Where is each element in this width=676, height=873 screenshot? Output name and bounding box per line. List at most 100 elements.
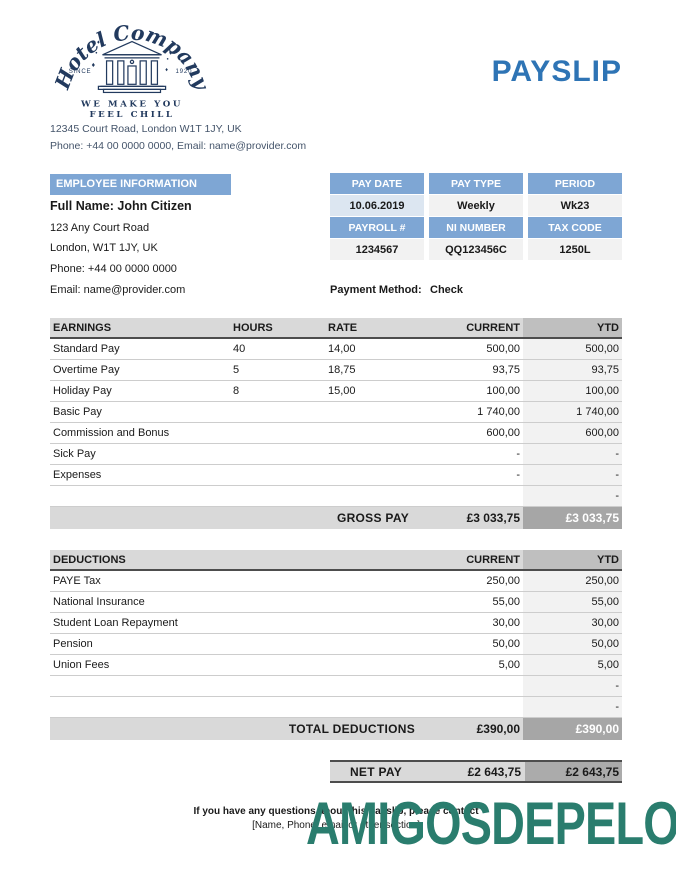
ytd-col-header: YTD bbox=[523, 550, 622, 569]
deductions-header-row: DEDUCTIONS CURRENT YTD bbox=[50, 550, 622, 571]
earning-hours bbox=[230, 423, 325, 443]
pay-details-grid: PAY DATE PAY TYPE PERIOD 10.06.2019 Week… bbox=[330, 173, 622, 260]
deduction-label bbox=[50, 676, 423, 696]
deduction-label: National Insurance bbox=[53, 596, 145, 608]
deduction-ytd: 5,00 bbox=[523, 655, 622, 675]
earning-ytd: - bbox=[523, 465, 622, 485]
current-col-header: CURRENT bbox=[466, 553, 520, 566]
payment-method-value: Check bbox=[430, 284, 464, 296]
ni-number-value: QQ123456C bbox=[429, 239, 523, 260]
earning-label: Expenses bbox=[53, 469, 102, 481]
site-watermark: AMIGOSDEPELOTAS.COM bbox=[306, 794, 676, 854]
gross-pay-label: GROSS PAY bbox=[336, 511, 409, 525]
employee-address-line2: London, W1T 1JY, UK bbox=[50, 242, 158, 254]
net-pay-ytd: £2 643,75 bbox=[525, 762, 622, 781]
earning-ytd: - bbox=[523, 486, 622, 506]
current-col-header: CURRENT bbox=[466, 321, 520, 334]
earning-label: Holiday Pay bbox=[53, 385, 112, 397]
deduction-ytd: - bbox=[523, 676, 622, 696]
earning-hours: 8 bbox=[233, 385, 240, 397]
logo-tagline-line2: FEEL CHILL bbox=[89, 110, 174, 120]
hours-col-header: HOURS bbox=[233, 321, 273, 334]
earning-hours: 40 bbox=[233, 343, 246, 355]
earning-hours bbox=[230, 465, 325, 485]
deduction-row: Pension 50,00 50,00 bbox=[50, 634, 622, 655]
earning-hours: 5 bbox=[233, 364, 240, 376]
deduction-ytd: - bbox=[523, 697, 622, 717]
period-header: PERIOD bbox=[528, 173, 622, 194]
earning-hours bbox=[230, 402, 325, 422]
deduction-label: Union Fees bbox=[53, 659, 110, 671]
watermark-main-text: AMIGOSDEPELOTAS bbox=[306, 790, 676, 857]
earning-rate bbox=[325, 402, 417, 422]
earning-current: - bbox=[516, 469, 520, 481]
ni-number-header: NI NUMBER bbox=[429, 217, 523, 238]
pay-date-value: 10.06.2019 bbox=[330, 195, 424, 216]
net-pay-row: NET PAY £2 643,75 £2 643,75 bbox=[330, 760, 622, 783]
earning-rate bbox=[325, 444, 417, 464]
pay-date-header: PAY DATE bbox=[330, 173, 424, 194]
deduction-label: Pension bbox=[53, 638, 93, 650]
earning-label: Basic Pay bbox=[53, 406, 102, 418]
earning-label: Standard Pay bbox=[53, 343, 120, 355]
earning-rate bbox=[325, 486, 417, 506]
deduction-current bbox=[423, 676, 523, 696]
deduction-current: 250,00 bbox=[486, 575, 520, 587]
gross-pay-row: GROSS PAY £3 033,75 £3 033,75 bbox=[50, 507, 622, 529]
earning-current: 1 740,00 bbox=[477, 406, 520, 418]
deduction-row: National Insurance 55,00 55,00 bbox=[50, 592, 622, 613]
total-deductions-ytd: £390,00 bbox=[523, 718, 622, 740]
total-deductions-current: £390,00 bbox=[476, 722, 520, 736]
earning-current bbox=[417, 486, 523, 506]
earnings-header-row: EARNINGS HOURS RATE CURRENT YTD bbox=[50, 318, 622, 339]
gross-pay-current: £3 033,75 bbox=[466, 511, 520, 525]
payroll-number-header: PAYROLL # bbox=[330, 217, 424, 238]
deduction-row: PAYE Tax 250,00 250,00 bbox=[50, 571, 622, 592]
earnings-row: Expenses - - bbox=[50, 465, 622, 486]
earning-current: 100,00 bbox=[486, 385, 520, 397]
earning-ytd: 100,00 bbox=[523, 381, 622, 401]
logo-since-text: SINCE bbox=[69, 68, 92, 75]
earnings-row: - bbox=[50, 486, 622, 507]
earning-ytd: 1 740,00 bbox=[523, 402, 622, 422]
deduction-label: Student Loan Repayment bbox=[53, 617, 178, 629]
deduction-ytd: 30,00 bbox=[523, 613, 622, 633]
gross-pay-ytd: £3 033,75 bbox=[523, 507, 622, 529]
deduction-current: 55,00 bbox=[492, 596, 520, 608]
deduction-label: PAYE Tax bbox=[53, 575, 101, 587]
deduction-current: 50,00 bbox=[492, 638, 520, 650]
earning-label: Commission and Bonus bbox=[53, 427, 170, 439]
deduction-label bbox=[50, 697, 423, 717]
payroll-number-value: 1234567 bbox=[330, 239, 424, 260]
deduction-row: - bbox=[50, 697, 622, 718]
employee-address-line1: 123 Any Court Road bbox=[50, 222, 150, 234]
footer-line1: If you have any questions about this pay… bbox=[193, 806, 479, 817]
employee-email: Email: name@provider.com bbox=[50, 284, 186, 296]
tax-code-header: TAX CODE bbox=[528, 217, 622, 238]
earning-label bbox=[50, 486, 230, 506]
earning-rate: 18,75 bbox=[328, 364, 356, 376]
deductions-table: DEDUCTIONS CURRENT YTD PAYE Tax 250,00 2… bbox=[50, 550, 622, 740]
net-pay-label: NET PAY bbox=[349, 764, 403, 779]
earnings-row: Commission and Bonus 600,00 600,00 bbox=[50, 423, 622, 444]
logo-year-text: 1920 bbox=[175, 68, 192, 75]
employee-info-header: EMPLOYEE INFORMATION bbox=[50, 174, 231, 195]
deduction-current bbox=[423, 697, 523, 717]
period-value: Wk23 bbox=[528, 195, 622, 216]
total-deductions-label: TOTAL DEDUCTIONS bbox=[288, 722, 415, 736]
company-logo: Hotel Company SINCE 1920 WE MA bbox=[50, 21, 215, 120]
earnings-table: EARNINGS HOURS RATE CURRENT YTD Standard… bbox=[50, 318, 622, 529]
earning-rate: 15,00 bbox=[328, 385, 356, 397]
earning-rate bbox=[325, 423, 417, 443]
rate-col-header: RATE bbox=[328, 321, 358, 334]
earning-hours bbox=[230, 444, 325, 464]
logo-company-name: Hotel Company bbox=[50, 21, 215, 94]
footer-note: If you have any questions about this pay… bbox=[50, 806, 622, 831]
deduction-ytd: 50,00 bbox=[523, 634, 622, 654]
earnings-row: Basic Pay 1 740,00 1 740,00 bbox=[50, 402, 622, 423]
earning-hours bbox=[230, 486, 325, 506]
pay-type-value: Weekly bbox=[429, 195, 523, 216]
ytd-col-header: YTD bbox=[523, 318, 622, 337]
deduction-ytd: 250,00 bbox=[523, 571, 622, 591]
